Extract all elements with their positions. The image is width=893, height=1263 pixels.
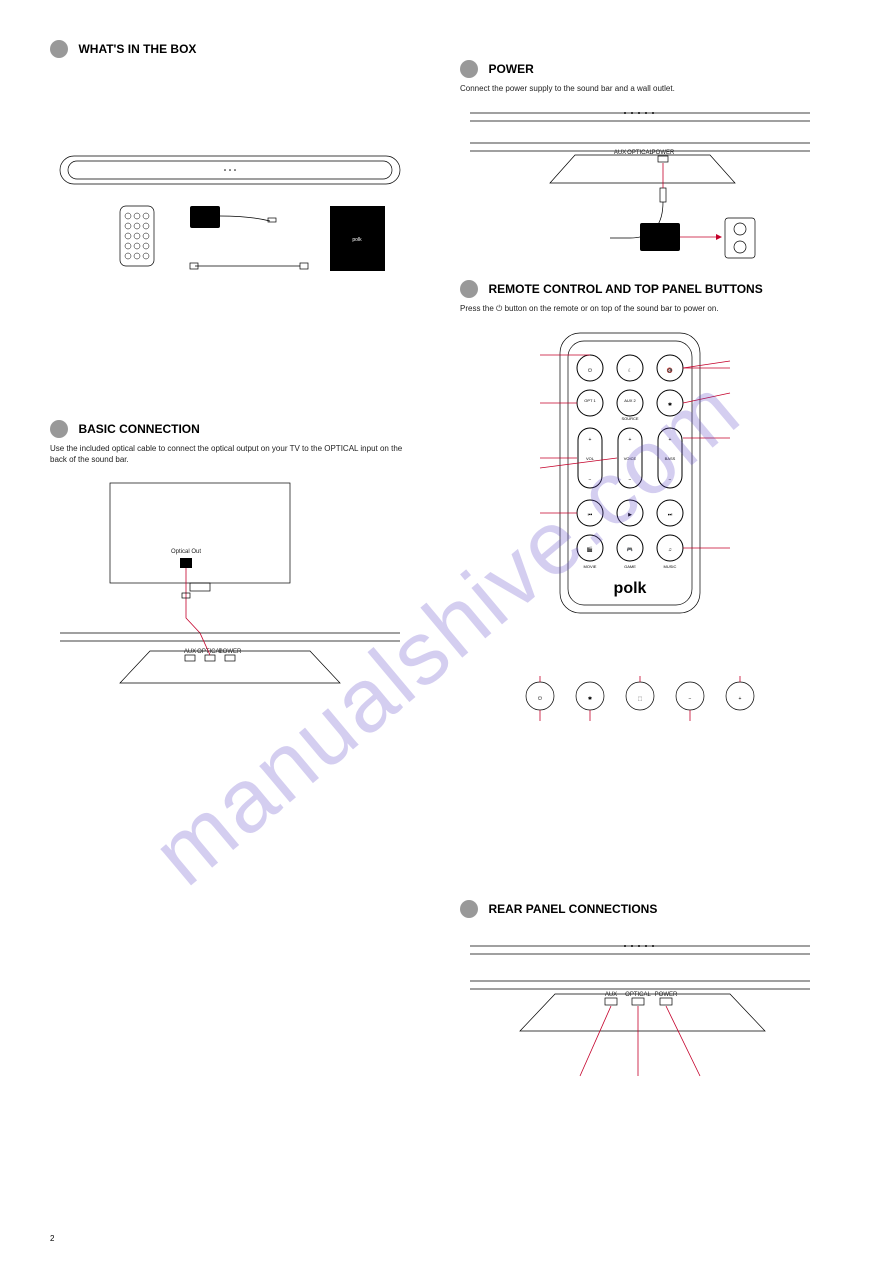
svg-text:polk: polk (614, 580, 647, 597)
svg-text:⏮: ⏮ (588, 512, 593, 518)
svg-text:BASS: BASS (665, 456, 676, 461)
s1-diagram: polk (50, 66, 410, 306)
svg-text:♫: ♫ (668, 547, 672, 553)
svg-text:POWER: POWER (652, 150, 675, 156)
svg-text:AUX: AUX (184, 649, 196, 655)
svg-text:SOURCE: SOURCE (621, 416, 638, 421)
svg-text:−: − (589, 477, 592, 483)
s3-title: POWER (488, 62, 533, 76)
svg-text:AUX: AUX (605, 992, 617, 998)
s1-title: WHAT'S IN THE BOX (78, 42, 196, 56)
svg-text:−: − (669, 477, 672, 483)
svg-text:−: − (689, 696, 692, 702)
s3-diagram: AUX OPTICAL POWER (460, 103, 820, 283)
svg-text:MOVIE: MOVIE (584, 564, 597, 569)
bullet-4 (460, 280, 478, 298)
s5-title: REAR PANEL CONNECTIONS (488, 902, 657, 916)
s2-text: Use the included optical cable to connec… (50, 444, 420, 465)
svg-text:▶: ▶ (628, 512, 632, 518)
bullet-2 (50, 420, 68, 438)
svg-text:☾: ☾ (628, 368, 632, 374)
s2-diagram: Optical Out AUX OPTICAL POWER (50, 473, 410, 713)
svg-text:MUSIC: MUSIC (664, 564, 677, 569)
bullet-3 (460, 60, 478, 78)
bullet-1 (50, 40, 68, 58)
svg-text:−: − (629, 477, 632, 483)
svg-text:+: + (589, 437, 592, 443)
svg-text:OPTICAL: OPTICAL (625, 992, 651, 998)
svg-text:+: + (629, 437, 632, 443)
svg-text:OPT 1: OPT 1 (584, 398, 596, 403)
page-number: 2 (50, 1234, 54, 1243)
svg-text:AUX: AUX (614, 150, 626, 156)
svg-text:OPTICAL: OPTICAL (627, 150, 653, 156)
svg-text:🎬: 🎬 (587, 546, 593, 553)
svg-text:⏭: ⏭ (668, 512, 673, 518)
svg-text:⏻: ⏻ (538, 696, 542, 702)
svg-text:✱: ✱ (588, 696, 592, 702)
s5-diagram: AUX OPTICAL POWER (460, 926, 820, 1106)
svg-text:VOL: VOL (586, 456, 595, 461)
svg-text:+: + (739, 696, 742, 702)
svg-text:✱: ✱ (668, 402, 672, 408)
svg-text:+: + (669, 437, 672, 443)
s4-title: REMOTE CONTROL AND TOP PANEL BUTTONS (488, 282, 762, 296)
svg-text:GAME: GAME (624, 564, 636, 569)
svg-text:POWER: POWER (655, 992, 678, 998)
svg-text:⬚: ⬚ (638, 696, 643, 702)
svg-text:VOICE: VOICE (624, 456, 637, 461)
svg-text:⏻: ⏻ (588, 368, 592, 374)
svg-text:AUX 2: AUX 2 (624, 398, 636, 403)
bullet-5 (460, 900, 478, 918)
top-panel-diagram: ⏻ ✱ ⬚ − + (460, 666, 820, 746)
s2-title: BASIC CONNECTION (78, 422, 199, 436)
remote-diagram: ⏻ ☾ 🔇 OPT 1 AUX 2 ✱ SOURCE + VOL − + VOI… (460, 323, 820, 653)
svg-text:🎮: 🎮 (627, 547, 633, 553)
svg-text:🔇: 🔇 (667, 367, 673, 374)
svg-text:Optical Out: Optical Out (171, 549, 201, 555)
s4-text: Press the ⏻ button on the remote or on t… (460, 304, 830, 314)
svg-text:POWER: POWER (219, 649, 242, 655)
s3-text: Connect the power supply to the sound ba… (460, 84, 830, 94)
svg-text:polk: polk (352, 237, 362, 243)
